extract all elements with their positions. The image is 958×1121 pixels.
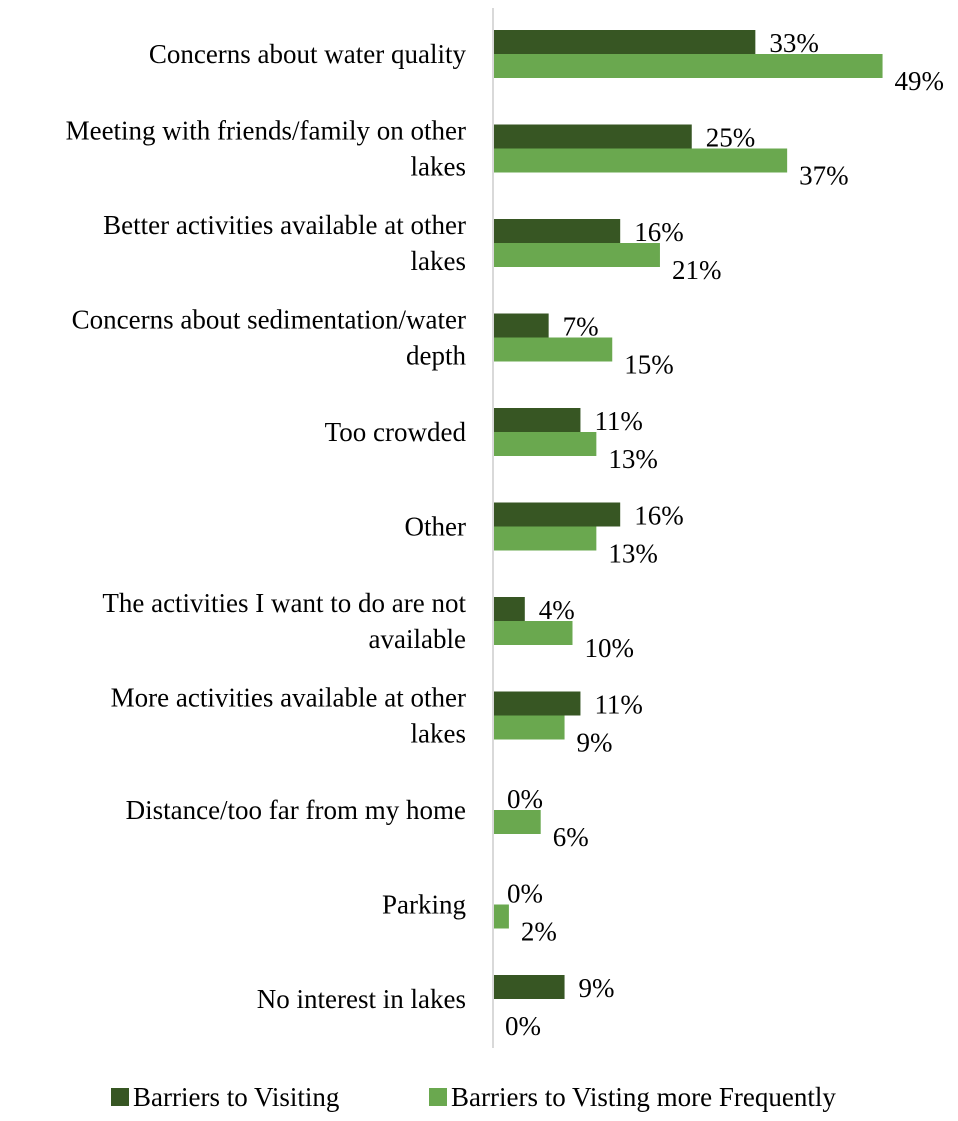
bar-barriers-to-visiting bbox=[493, 502, 621, 527]
data-label: 25% bbox=[706, 123, 756, 153]
bar-barriers-more-frequently bbox=[493, 904, 509, 929]
bar-barriers-to-visiting bbox=[493, 408, 581, 432]
category-label: Better activities available at other bbox=[103, 210, 466, 240]
data-label: 9% bbox=[579, 973, 615, 1003]
data-label: 4% bbox=[539, 595, 575, 625]
category-label: available bbox=[369, 624, 466, 654]
category-label: Too crowded bbox=[325, 417, 467, 447]
legend-label: Barriers to Visiting bbox=[133, 1082, 339, 1112]
data-label: 10% bbox=[585, 633, 635, 663]
labels-layer: Concerns about water quality 33% 49% Meetin… bbox=[66, 28, 944, 1041]
data-label: 0% bbox=[505, 1011, 541, 1041]
category-label: Distance/too far from my home bbox=[126, 795, 466, 825]
bar-barriers-more-frequently bbox=[493, 432, 597, 456]
data-label: 0% bbox=[507, 784, 543, 814]
data-label: 16% bbox=[634, 217, 684, 247]
data-label: 2% bbox=[521, 917, 557, 947]
bar-barriers-to-visiting bbox=[493, 219, 621, 243]
category-label: depth bbox=[406, 341, 466, 371]
data-label: 33% bbox=[769, 28, 819, 58]
data-label: 11% bbox=[594, 690, 643, 720]
data-label: 37% bbox=[799, 161, 849, 191]
category-label: Concerns about water quality bbox=[149, 39, 467, 69]
category-label: lakes bbox=[411, 719, 466, 749]
bar-barriers-more-frequently bbox=[493, 715, 565, 740]
data-label: 0% bbox=[507, 879, 543, 909]
legend-swatch-barriers-more-frequently bbox=[429, 1088, 447, 1106]
bar-barriers-to-visiting bbox=[493, 691, 581, 716]
legend: Barriers to Visiting Barriers to Visting … bbox=[111, 1082, 836, 1112]
data-label: 13% bbox=[608, 539, 658, 569]
bar-barriers-to-visiting bbox=[493, 597, 525, 621]
data-label: 49% bbox=[895, 66, 945, 96]
bar-barriers-more-frequently bbox=[493, 148, 788, 173]
category-label: Concerns about sedimentation/water bbox=[72, 305, 466, 335]
legend-label: Barriers to Visting more Frequently bbox=[451, 1082, 836, 1112]
data-label: 21% bbox=[672, 255, 722, 285]
data-label: 16% bbox=[634, 501, 684, 531]
category-label: More activities available at other bbox=[111, 683, 466, 713]
category-label: Parking bbox=[382, 890, 466, 920]
data-label: 11% bbox=[594, 406, 643, 436]
bar-barriers-more-frequently bbox=[493, 621, 573, 645]
bar-barriers-to-visiting bbox=[493, 30, 756, 54]
category-label: Meeting with friends/family on other bbox=[66, 116, 466, 146]
data-label: 6% bbox=[553, 822, 589, 852]
bar-barriers-to-visiting bbox=[493, 124, 692, 149]
bars-layer bbox=[493, 30, 883, 999]
bar-barriers-more-frequently bbox=[493, 810, 541, 834]
category-label: lakes bbox=[411, 152, 466, 182]
bar-barriers-more-frequently bbox=[493, 243, 660, 267]
bar-barriers-more-frequently bbox=[493, 337, 613, 362]
bar-barriers-to-visiting bbox=[493, 975, 565, 999]
category-label: Other bbox=[405, 512, 466, 542]
category-label: lakes bbox=[411, 246, 466, 276]
data-label: 9% bbox=[577, 728, 613, 758]
legend-swatch-barriers-to-visiting bbox=[111, 1088, 129, 1106]
bar-barriers-to-visiting bbox=[493, 313, 549, 338]
data-label: 15% bbox=[624, 350, 674, 380]
bar-barriers-more-frequently bbox=[493, 54, 883, 78]
category-label: No interest in lakes bbox=[257, 984, 466, 1014]
category-label: The activities I want to do are not bbox=[102, 588, 466, 618]
bar-barriers-more-frequently bbox=[493, 526, 597, 551]
data-label: 13% bbox=[608, 444, 658, 474]
data-label: 7% bbox=[563, 312, 599, 342]
